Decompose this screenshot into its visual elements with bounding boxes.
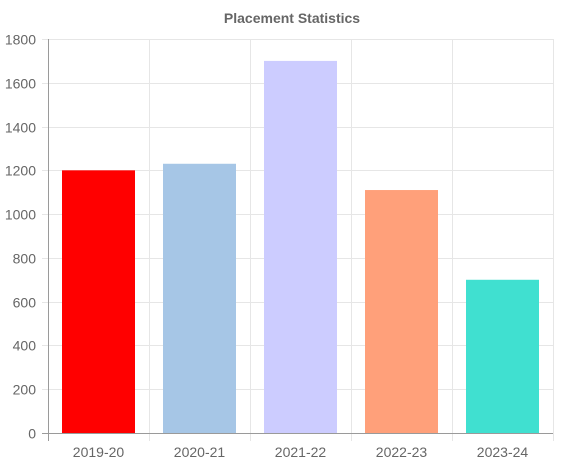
y-tick-label: 1200 xyxy=(5,163,36,179)
y-tick-label: 400 xyxy=(13,338,37,354)
x-axis-ticks: 2019-20 2020-21 2021-22 2022-23 2023-24 xyxy=(73,444,529,460)
y-tick-label: 1600 xyxy=(5,76,36,92)
bars xyxy=(62,60,539,434)
bar-2020-21 xyxy=(163,163,236,433)
bar-2019-20 xyxy=(62,170,135,434)
bar-2023-24 xyxy=(466,279,539,433)
bar-2021-22 xyxy=(264,60,337,434)
y-tick-label: 0 xyxy=(28,426,36,442)
axes xyxy=(42,39,553,441)
y-tick-label: 800 xyxy=(13,251,37,267)
y-tick-label: 600 xyxy=(13,295,37,311)
chart-title: Placement Statistics xyxy=(224,10,360,26)
y-tick-label: 1000 xyxy=(5,207,36,223)
y-tick-label: 1800 xyxy=(5,32,36,48)
y-tick-label: 200 xyxy=(13,382,37,398)
x-tick-label: 2019-20 xyxy=(73,444,125,460)
x-tick-label: 2020-21 xyxy=(174,444,226,460)
y-axis-ticks: 0 200 400 600 800 1000 1200 1400 1600 1800 xyxy=(5,32,36,442)
x-tick-label: 2022-23 xyxy=(376,444,428,460)
x-tick-label: 2023-24 xyxy=(477,444,529,460)
x-tick-label: 2021-22 xyxy=(275,444,327,460)
y-tick-label: 1400 xyxy=(5,120,36,136)
bar-2022-23 xyxy=(365,190,438,433)
